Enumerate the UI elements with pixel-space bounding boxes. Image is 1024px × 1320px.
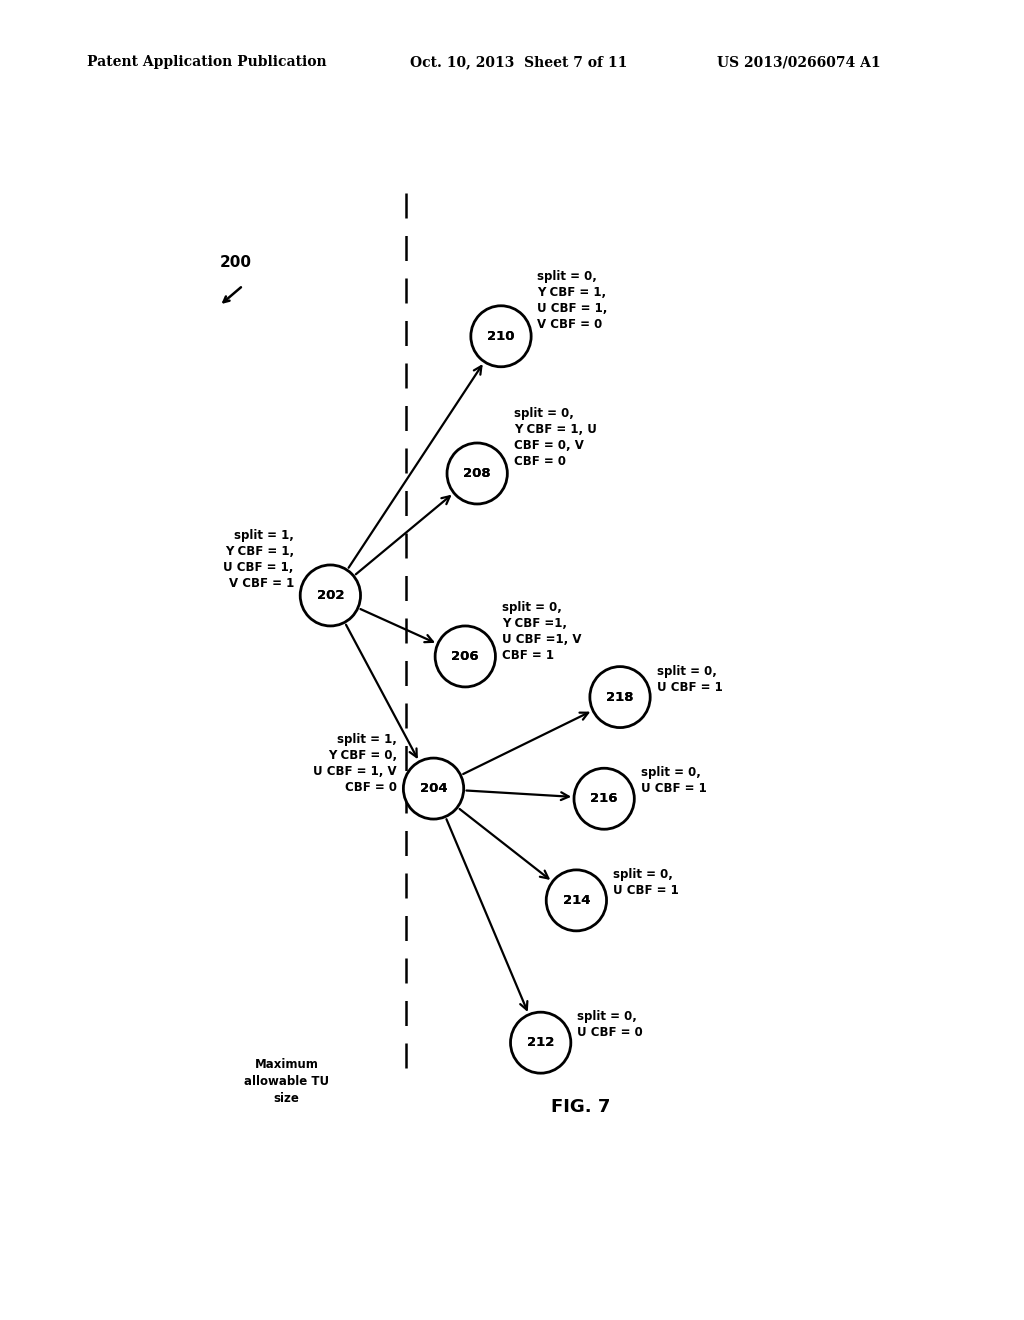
Text: 216: 216 [591, 792, 617, 805]
Text: 210: 210 [487, 330, 515, 343]
Text: Patent Application Publication: Patent Application Publication [87, 55, 327, 70]
Text: US 2013/0266074 A1: US 2013/0266074 A1 [717, 55, 881, 70]
Ellipse shape [574, 768, 634, 829]
Text: 206: 206 [452, 649, 479, 663]
Ellipse shape [403, 758, 464, 818]
Text: split = 1,
Y CBF = 1,
U CBF = 1,
V CBF = 1: split = 1, Y CBF = 1, U CBF = 1, V CBF =… [223, 529, 294, 590]
Text: split = 0,
U CBF = 1: split = 0, U CBF = 1 [613, 867, 679, 896]
Text: 200: 200 [219, 255, 251, 271]
Text: 212: 212 [527, 1036, 554, 1049]
Ellipse shape [511, 1012, 570, 1073]
Ellipse shape [435, 626, 496, 686]
Text: 204: 204 [420, 781, 447, 795]
Text: 212: 212 [527, 1036, 554, 1049]
Text: Oct. 10, 2013  Sheet 7 of 11: Oct. 10, 2013 Sheet 7 of 11 [410, 55, 627, 70]
Text: 216: 216 [591, 792, 617, 805]
Text: 214: 214 [562, 894, 590, 907]
Text: 218: 218 [606, 690, 634, 704]
Text: split = 0,
U CBF = 0: split = 0, U CBF = 0 [578, 1010, 643, 1039]
Text: 202: 202 [316, 589, 344, 602]
Ellipse shape [546, 870, 606, 931]
Text: Maximum
allowable TU
size: Maximum allowable TU size [244, 1057, 330, 1105]
Text: 206: 206 [452, 649, 479, 663]
Ellipse shape [471, 306, 531, 367]
Ellipse shape [447, 444, 507, 504]
Text: split = 0,
Y CBF = 1,
U CBF = 1,
V CBF = 0: split = 0, Y CBF = 1, U CBF = 1, V CBF =… [538, 271, 608, 331]
Text: 210: 210 [487, 330, 515, 343]
Text: split = 0,
U CBF = 1: split = 0, U CBF = 1 [656, 664, 722, 693]
Text: 208: 208 [464, 467, 490, 480]
Text: split = 1,
Y CBF = 0,
U CBF = 1, V
CBF = 0: split = 1, Y CBF = 0, U CBF = 1, V CBF =… [313, 733, 397, 793]
Text: split = 0,
U CBF = 1: split = 0, U CBF = 1 [641, 766, 707, 795]
Text: 204: 204 [420, 781, 447, 795]
Text: split = 0,
Y CBF = 1, U
CBF = 0, V
CBF = 0: split = 0, Y CBF = 1, U CBF = 0, V CBF =… [514, 408, 597, 469]
Text: 208: 208 [464, 467, 490, 480]
Text: 214: 214 [562, 894, 590, 907]
Text: split = 0,
Y CBF =1,
U CBF =1, V
CBF = 1: split = 0, Y CBF =1, U CBF =1, V CBF = 1 [502, 601, 582, 661]
Text: 202: 202 [316, 589, 344, 602]
Ellipse shape [590, 667, 650, 727]
Text: FIG. 7: FIG. 7 [551, 1098, 610, 1115]
Text: 218: 218 [606, 690, 634, 704]
Ellipse shape [300, 565, 360, 626]
